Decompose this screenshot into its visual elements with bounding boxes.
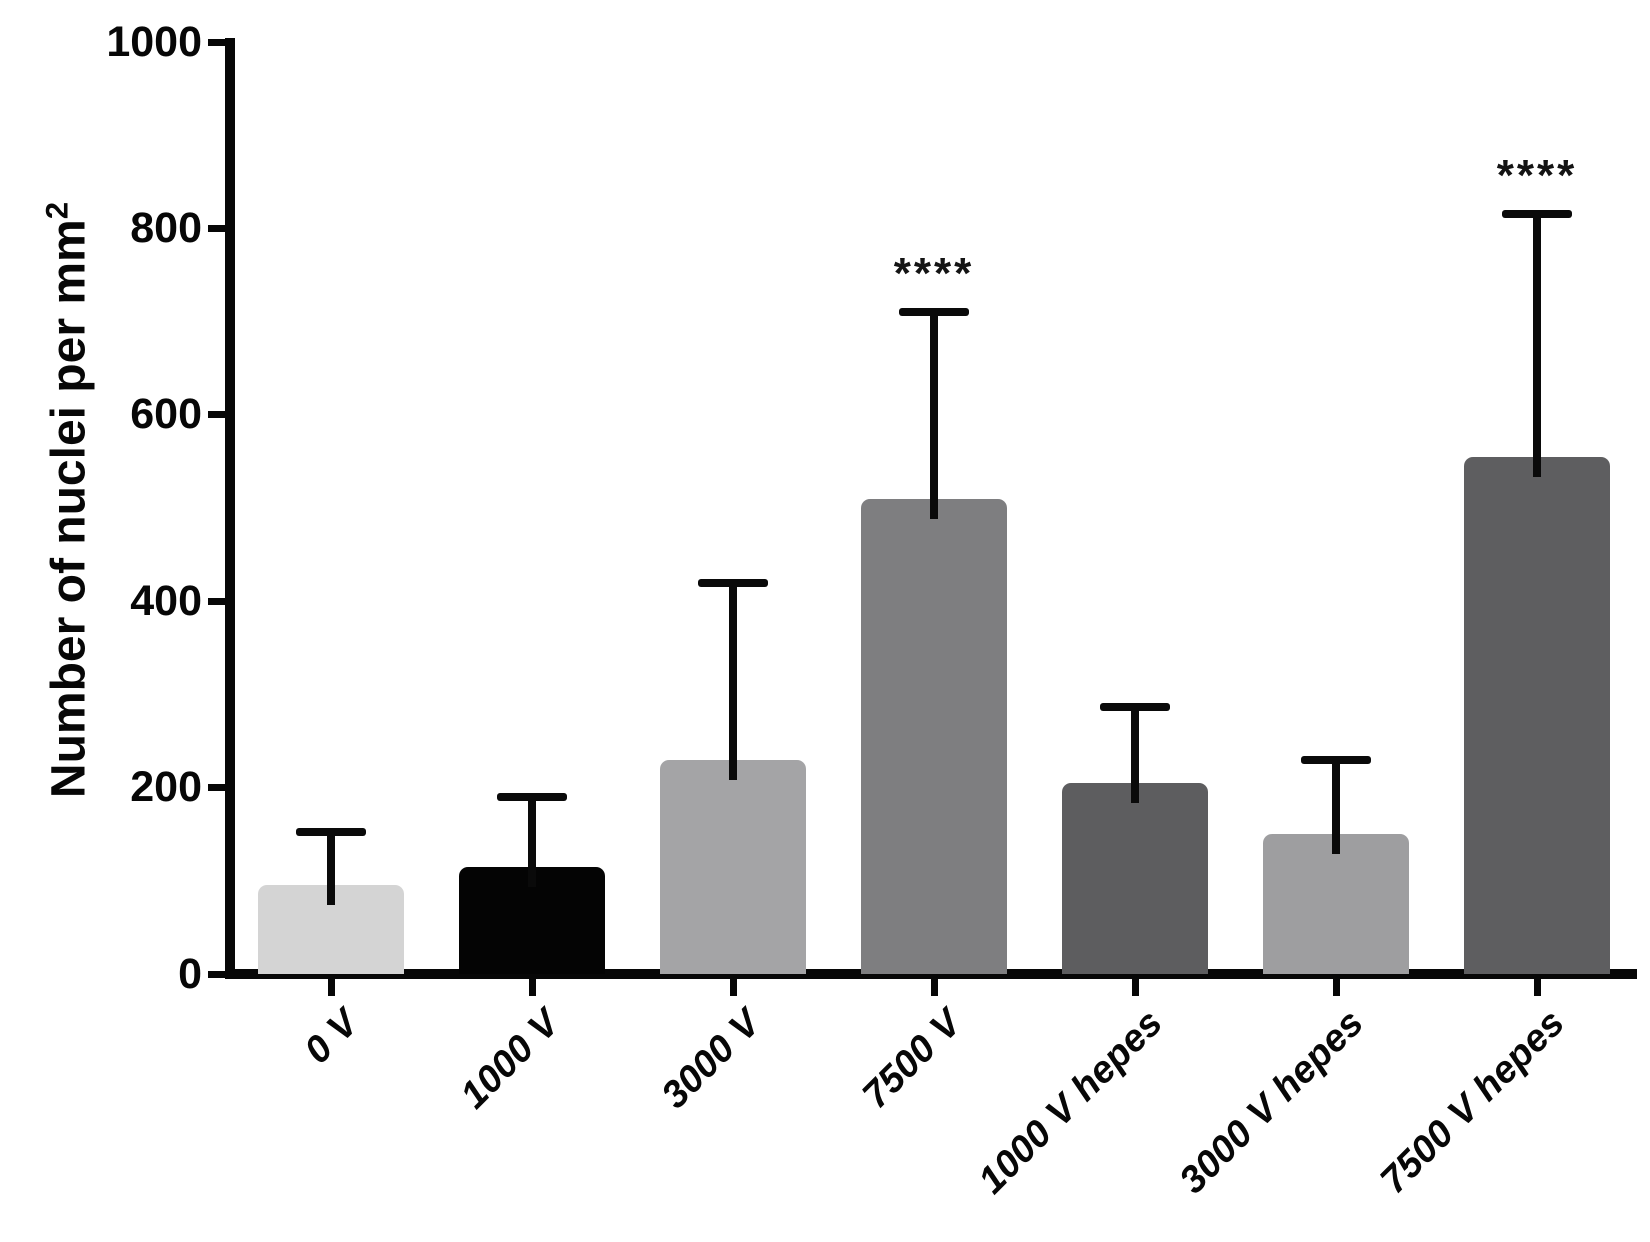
x-tick: [528, 979, 536, 996]
y-axis-title: Number of nuclei per mm2: [40, 202, 97, 798]
y-tick: [208, 411, 225, 419]
x-tick: [1332, 979, 1340, 996]
error-bar-stem: [1533, 214, 1541, 477]
error-bar-stem: [930, 312, 938, 519]
error-bar-cap: [497, 792, 567, 801]
x-category-label: 7500 V: [854, 1002, 970, 1117]
y-axis-title-text: Number of nuclei per mm: [42, 219, 96, 799]
y-tick-label: 200: [130, 763, 202, 812]
x-tick: [1533, 979, 1541, 996]
x-category-label: 0 V: [296, 1002, 367, 1073]
y-tick-label: 800: [130, 203, 202, 252]
y-axis-line: [225, 38, 235, 979]
x-tick: [930, 979, 938, 996]
error-bar-stem: [528, 796, 536, 887]
y-tick: [208, 224, 225, 232]
y-tick: [208, 597, 225, 605]
error-bar-cap: [698, 578, 768, 587]
error-bar-cap: [899, 308, 969, 317]
x-category-label: 7500 V hepes: [1372, 1002, 1573, 1202]
y-tick-label: 400: [130, 576, 202, 625]
bar: [1263, 834, 1409, 974]
error-bar-cap: [1301, 755, 1371, 764]
y-tick-label: 1000: [106, 17, 202, 66]
y-tick: [208, 784, 225, 792]
x-tick: [1131, 979, 1139, 996]
x-category-label: 1000 V: [452, 1002, 568, 1117]
error-bar-stem: [1332, 759, 1340, 855]
x-axis-line: [225, 969, 1637, 979]
x-category-label: 3000 V: [653, 1002, 769, 1117]
error-bar-cap: [296, 828, 366, 837]
bar: [1062, 782, 1208, 974]
error-bar-stem: [729, 582, 737, 780]
x-category-label: 3000 V hepes: [1171, 1002, 1372, 1202]
y-tick-label: 600: [130, 390, 202, 439]
bar: [660, 759, 806, 974]
bar: [861, 498, 1007, 974]
y-tick: [208, 38, 225, 46]
y-tick: [208, 970, 225, 978]
bar: [1464, 456, 1610, 974]
y-tick-label: 0: [178, 949, 202, 998]
error-bar-stem: [327, 832, 335, 906]
significance-label: ****: [1496, 151, 1578, 201]
error-bar-cap: [1502, 210, 1572, 219]
error-bar-stem: [1131, 706, 1139, 803]
x-tick: [729, 979, 737, 996]
x-tick: [327, 979, 335, 996]
error-bar-cap: [1100, 702, 1170, 711]
significance-label: ****: [893, 249, 975, 299]
x-category-label: 1000 V hepes: [970, 1002, 1171, 1202]
